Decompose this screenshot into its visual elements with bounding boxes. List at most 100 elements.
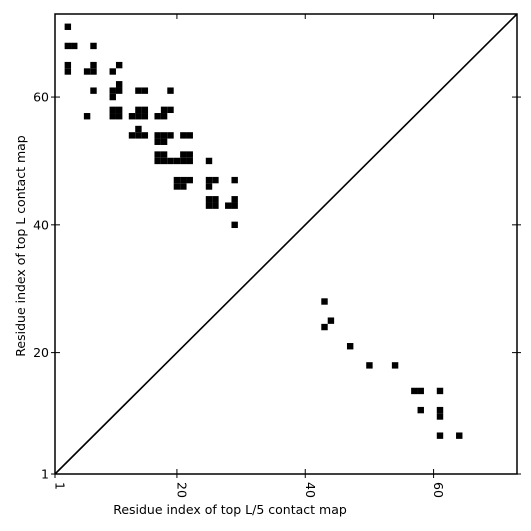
contact-point <box>180 183 187 190</box>
x-tick-label: 40 <box>303 482 318 498</box>
contact-point <box>109 87 116 94</box>
contact-point <box>180 151 187 158</box>
contact-point <box>391 362 399 369</box>
contact-point <box>109 106 116 114</box>
contact-point <box>90 61 97 69</box>
contact-point <box>135 132 142 139</box>
contact-point <box>160 113 168 120</box>
x-axis-ticks: 1 20 40 60 <box>53 14 446 498</box>
x-axis-title: Residue index of top L/5 contact map <box>113 502 347 517</box>
contact-point <box>115 113 123 120</box>
contact-point <box>64 42 72 50</box>
y-tick-label: 60 <box>33 90 49 105</box>
contact-point <box>83 68 91 75</box>
contact-point <box>411 387 418 395</box>
contact-point <box>225 202 232 209</box>
y-axis-title: Residue index of top L contact map <box>13 135 28 356</box>
contact-point <box>154 151 161 158</box>
contact-point <box>205 183 213 190</box>
contact-point <box>167 87 174 94</box>
contact-point <box>154 113 161 120</box>
contact-point <box>205 157 213 165</box>
contact-point <box>180 157 187 165</box>
points-layer <box>64 23 463 439</box>
contact-point <box>173 176 181 184</box>
diagonal-line <box>54 13 518 475</box>
contact-point <box>366 362 373 369</box>
contact-point <box>128 113 136 120</box>
y-tick-label: 40 <box>33 217 49 232</box>
contact-point <box>436 387 444 395</box>
x-tick-label: 1 <box>53 482 68 490</box>
contact-point <box>186 157 193 165</box>
y-axis-ticks: 1 20 40 60 <box>33 90 521 482</box>
contact-point <box>154 138 161 145</box>
contact-point <box>186 151 193 158</box>
x-tick-label: 20 <box>174 482 189 498</box>
contact-point <box>212 196 219 203</box>
contact-point <box>141 113 149 120</box>
contact-point <box>141 106 149 114</box>
contact-point <box>180 132 187 139</box>
contact-point <box>167 106 174 114</box>
contact-point <box>212 202 219 209</box>
contact-point <box>135 106 142 114</box>
contact-point <box>231 221 238 229</box>
contact-point <box>160 138 168 145</box>
contact-point <box>436 413 444 420</box>
contact-point <box>167 157 174 165</box>
contact-point <box>71 42 78 50</box>
contact-point <box>346 343 354 350</box>
plot-area <box>54 13 518 475</box>
contact-point <box>417 406 424 414</box>
contact-point <box>205 176 213 184</box>
contact-point <box>160 151 168 158</box>
contact-point <box>109 113 116 120</box>
contact-point <box>231 196 238 203</box>
contact-point <box>417 387 424 395</box>
contact-point <box>180 176 187 184</box>
contact-point <box>128 132 136 139</box>
contact-point <box>90 87 97 94</box>
contact-point <box>205 202 213 209</box>
x-tick-label: 60 <box>431 482 446 498</box>
contact-point <box>64 61 72 69</box>
contact-point <box>160 157 168 165</box>
contact-point <box>141 132 149 139</box>
contact-point <box>109 93 116 101</box>
contact-point <box>321 298 328 305</box>
contact-point <box>205 196 213 203</box>
contact-point <box>212 176 219 184</box>
contact-point <box>64 68 72 75</box>
contact-point <box>90 42 97 50</box>
contact-point <box>321 323 328 331</box>
contact-point <box>141 87 149 94</box>
contact-point <box>109 68 116 75</box>
contact-point <box>83 113 91 120</box>
contact-point <box>160 106 168 114</box>
y-tick-label: 1 <box>41 467 49 482</box>
contact-point <box>64 23 72 30</box>
contact-point <box>436 432 444 439</box>
contact-point <box>115 87 123 94</box>
contact-point <box>173 183 181 190</box>
contact-point <box>327 317 335 324</box>
contact-point <box>115 61 123 69</box>
contact-point <box>160 132 168 139</box>
contact-point <box>231 202 238 209</box>
contact-point <box>173 157 181 165</box>
contact-point <box>167 132 174 139</box>
contact-point <box>456 432 463 439</box>
contact-point <box>186 176 193 184</box>
contact-point <box>154 157 161 165</box>
contact-point <box>90 68 97 75</box>
contact-point <box>436 406 444 414</box>
contact-point <box>154 132 161 139</box>
contact-point <box>135 113 142 120</box>
contact-point <box>115 106 123 114</box>
y-tick-label: 20 <box>33 345 49 360</box>
contact-point <box>135 125 142 133</box>
contact-point <box>231 176 238 184</box>
contact-point <box>115 81 123 88</box>
